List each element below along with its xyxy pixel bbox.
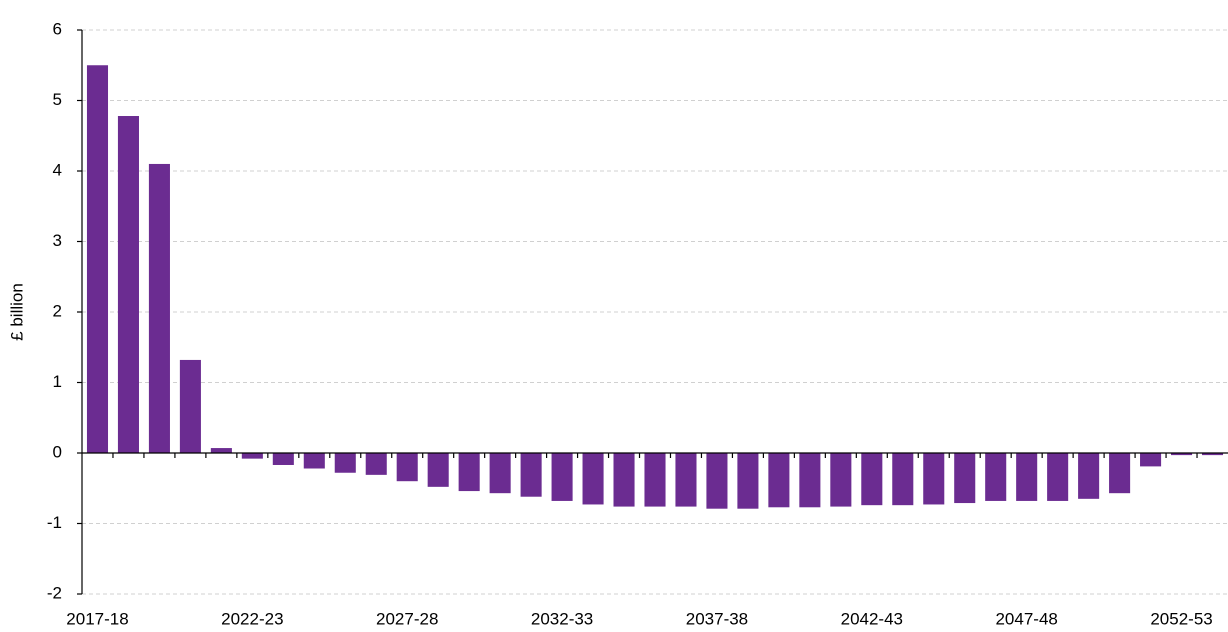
bar	[768, 453, 790, 508]
bar	[861, 453, 883, 506]
y-tick-label: 3	[53, 231, 62, 250]
y-axis-label: £ billion	[7, 283, 26, 341]
bar	[737, 453, 759, 509]
bar	[520, 453, 542, 497]
y-tick-label: 2	[53, 301, 62, 320]
bar	[1109, 453, 1131, 494]
x-tick-label: 2052-53	[1150, 609, 1212, 628]
bar	[489, 453, 511, 494]
bar	[892, 453, 914, 506]
bar	[86, 65, 109, 453]
bar	[675, 453, 697, 507]
bar	[179, 359, 201, 453]
bar	[303, 453, 325, 469]
bar	[396, 453, 418, 482]
y-tick-label: 5	[53, 90, 62, 109]
bar	[644, 453, 666, 507]
bar	[954, 453, 976, 504]
bar	[210, 448, 232, 453]
bar	[272, 453, 294, 465]
bar	[427, 453, 449, 487]
x-tick-label: 2037-38	[686, 609, 748, 628]
y-tick-label: 6	[53, 19, 62, 38]
bar	[365, 453, 387, 475]
bar	[148, 163, 170, 453]
x-tick-label: 2022-23	[221, 609, 283, 628]
y-tick-label: 0	[53, 442, 62, 461]
bar	[1078, 453, 1100, 499]
y-tick-label: 4	[53, 160, 62, 179]
bar	[923, 453, 945, 505]
x-tick-label: 2047-48	[995, 609, 1057, 628]
bar	[582, 453, 604, 505]
x-tick-label: 2017-18	[66, 609, 128, 628]
bar	[706, 453, 728, 509]
x-tick-label: 2042-43	[841, 609, 903, 628]
bar	[458, 453, 480, 492]
bar	[985, 453, 1007, 501]
y-tick-label: -2	[47, 583, 62, 602]
x-tick-label: 2027-28	[376, 609, 438, 628]
bar	[1171, 453, 1193, 456]
bar	[1140, 453, 1162, 467]
y-tick-label: 1	[53, 372, 62, 391]
bar	[241, 453, 263, 459]
bar	[117, 116, 139, 453]
bar	[613, 453, 635, 507]
bar	[1016, 453, 1038, 501]
bar	[830, 453, 852, 507]
bar	[1047, 453, 1069, 501]
y-tick-label: -1	[47, 513, 62, 532]
bar	[799, 453, 821, 508]
x-tick-label: 2032-33	[531, 609, 593, 628]
bar	[551, 453, 573, 501]
bar	[334, 453, 356, 473]
bar	[1201, 453, 1224, 456]
